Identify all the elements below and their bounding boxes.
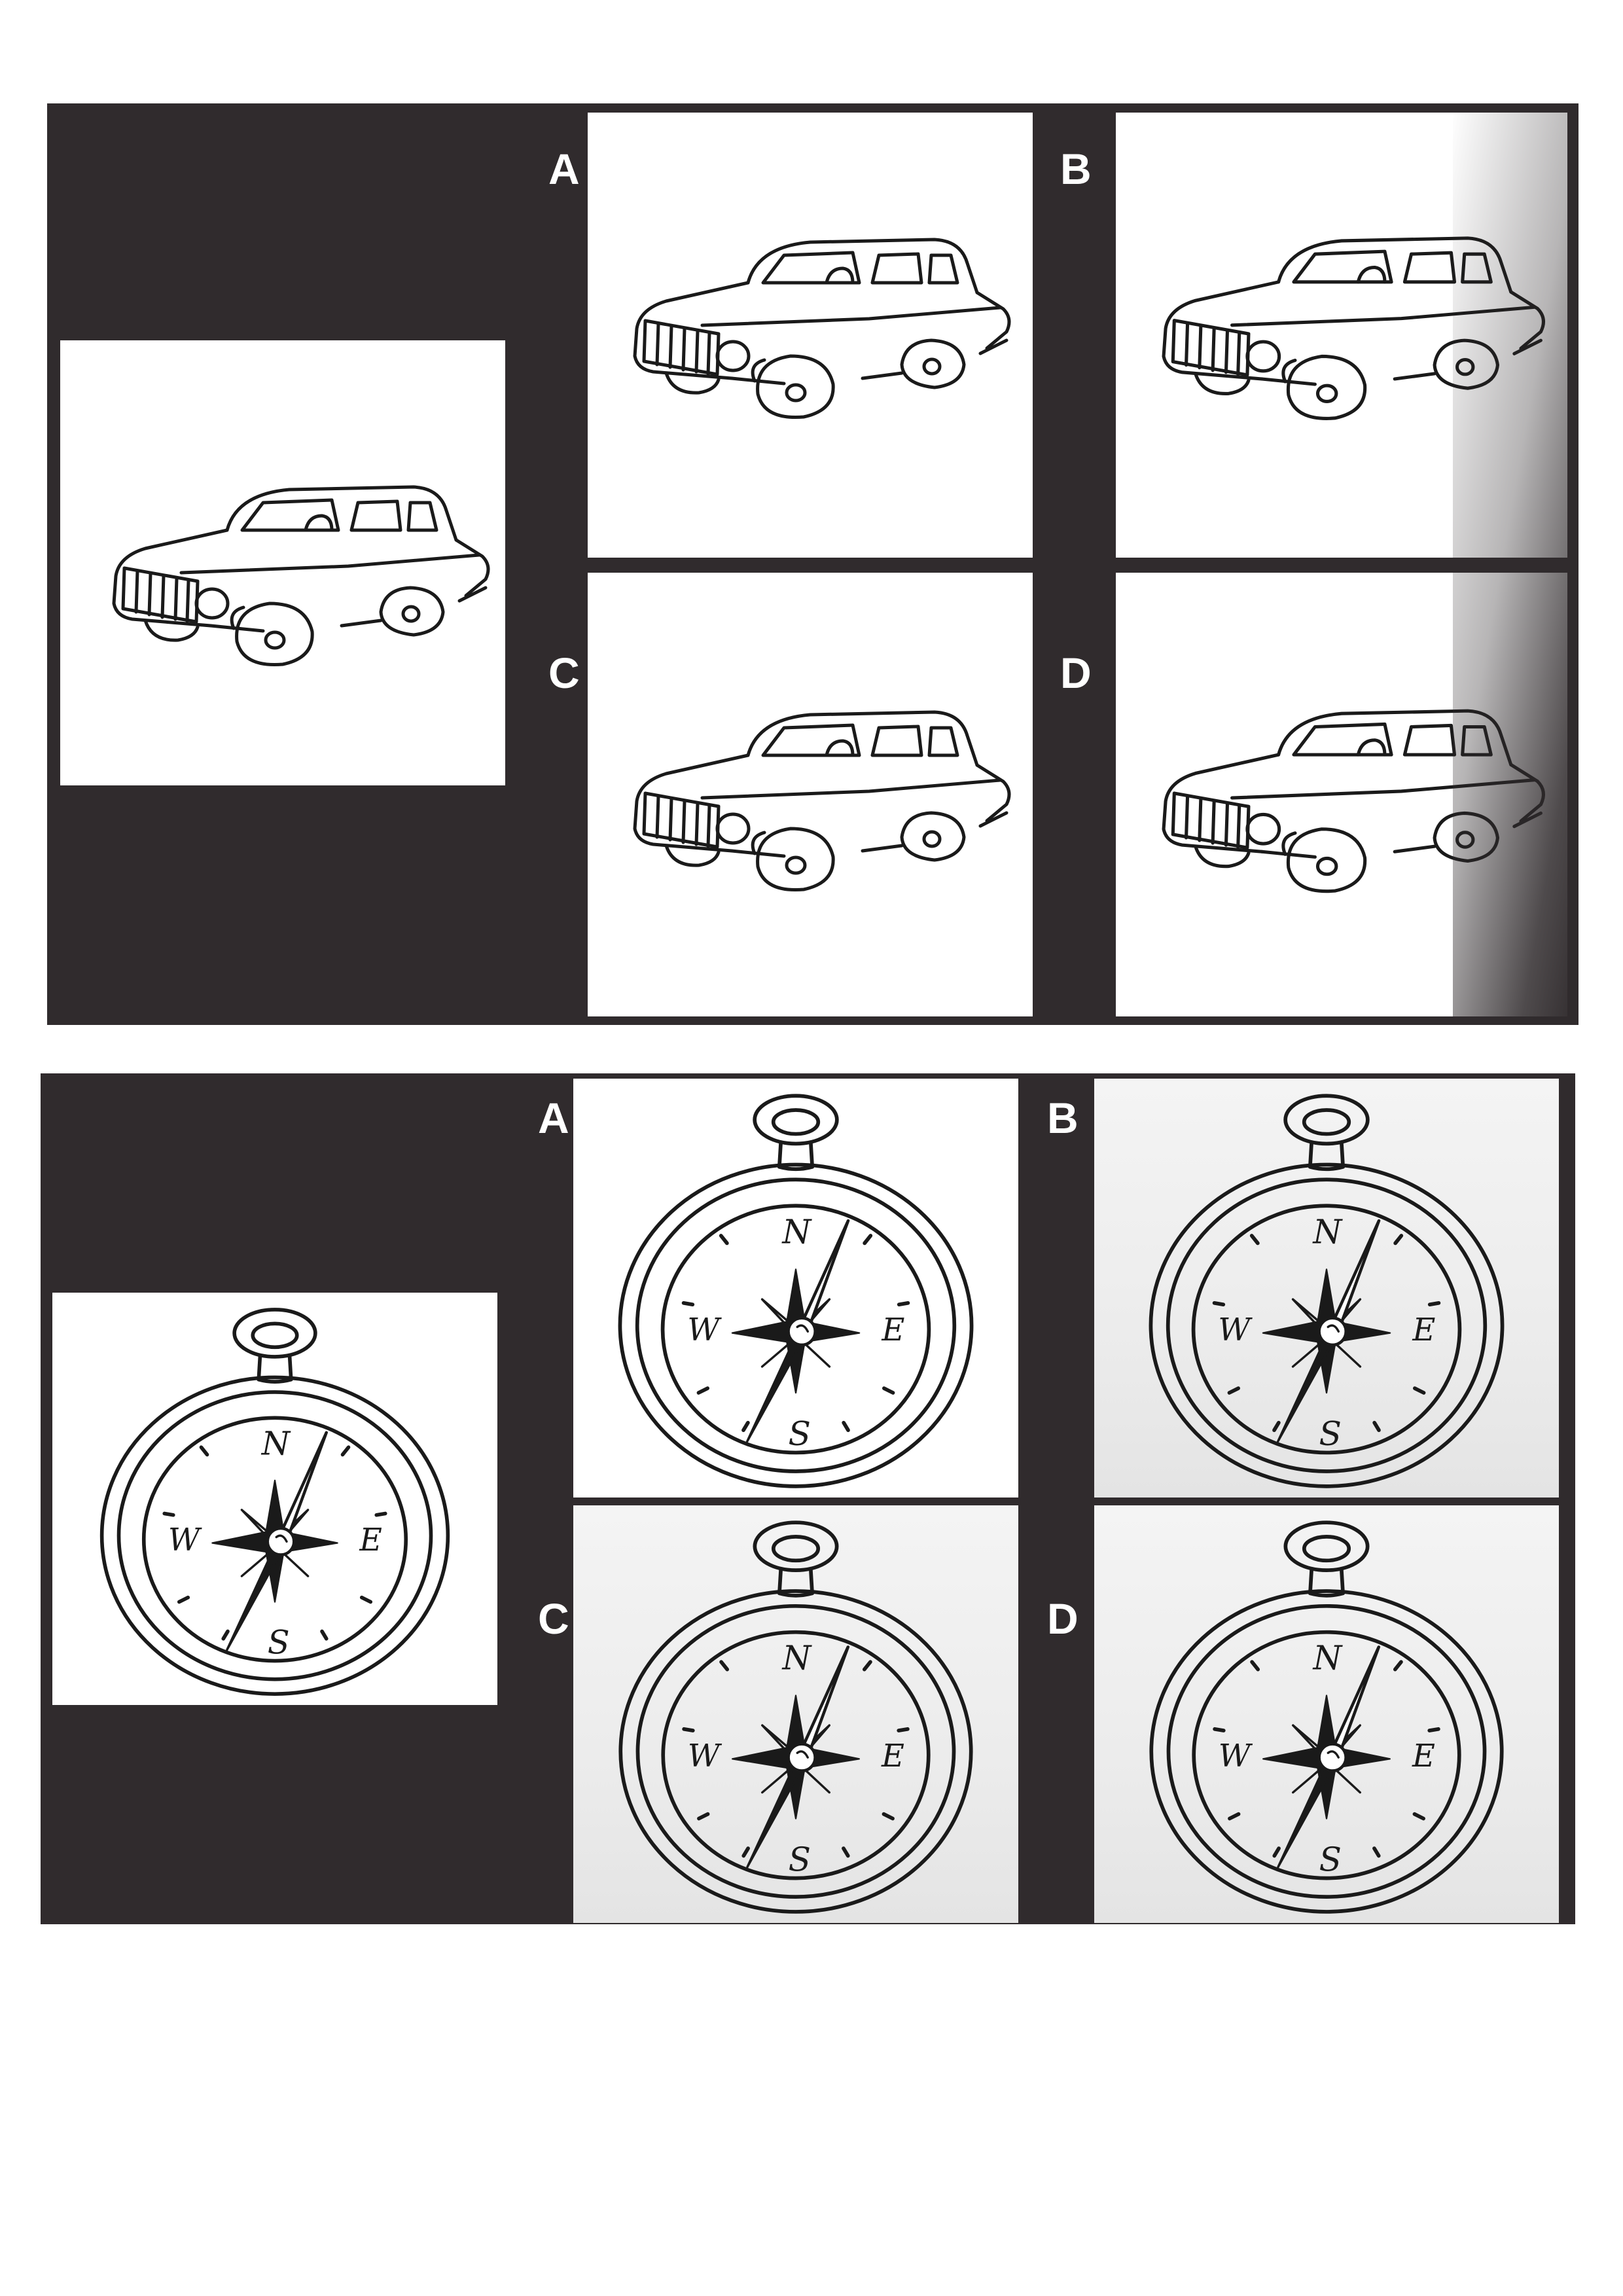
compass-option-d-image[interactable]	[1094, 1505, 1559, 1923]
compass-option-c-letter: C	[538, 1594, 569, 1643]
compass-reference-image	[52, 1293, 497, 1705]
car-option-a-image[interactable]	[588, 113, 1033, 558]
car-option-b-letter: B	[1060, 145, 1092, 193]
car-reference-image	[60, 340, 505, 785]
compass-option-d-letter: D	[1047, 1594, 1079, 1643]
compass-option-b-letter: B	[1047, 1094, 1079, 1142]
car-option-d-letter: D	[1060, 649, 1092, 697]
compass-option-a-letter: A	[538, 1094, 569, 1142]
car-option-a-letter: A	[548, 145, 580, 193]
car-option-c-letter: C	[548, 649, 580, 697]
compass-option-a-image[interactable]	[573, 1079, 1018, 1498]
car-option-b-image[interactable]	[1116, 113, 1567, 558]
car-option-d-image[interactable]	[1116, 573, 1567, 1016]
compass-option-c-image[interactable]	[573, 1505, 1018, 1923]
compass-option-b-image[interactable]	[1094, 1079, 1559, 1498]
car-option-c-image[interactable]	[588, 573, 1033, 1016]
